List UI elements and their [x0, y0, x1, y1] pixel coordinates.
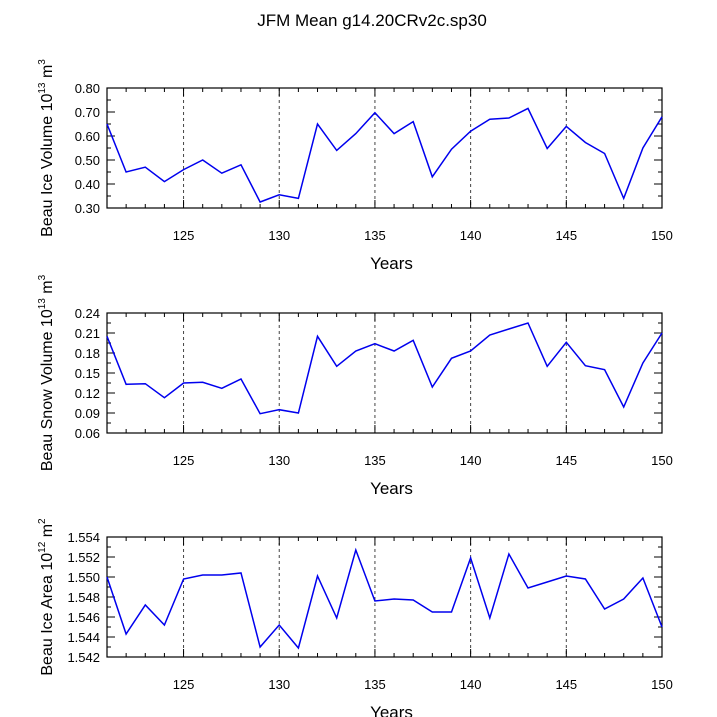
series-line-ice-area: [106, 547, 663, 650]
y-tick-label-0.09: 0.09: [75, 406, 100, 421]
x-tick-label-130: 130: [268, 453, 290, 468]
y-tick-label-0.12: 0.12: [75, 386, 100, 401]
x-tick-label-125: 125: [173, 677, 195, 692]
x-tick-label-140: 140: [460, 228, 482, 243]
y-tick-label-1.542: 1.542: [67, 650, 100, 665]
y-tick-label-1.554: 1.554: [67, 530, 100, 545]
x-tick-label-150: 150: [651, 228, 673, 243]
x-tick-label-140: 140: [460, 453, 482, 468]
y-tick-label-1.544: 1.544: [67, 630, 100, 645]
x-tick-label-130: 130: [268, 677, 290, 692]
x-tick-label-150: 150: [651, 453, 673, 468]
plot-frame: [106, 312, 663, 434]
y-tick-label-0.30: 0.30: [75, 201, 100, 216]
x-tick-label-135: 135: [364, 677, 386, 692]
y-axis-label: Beau Ice Area 1012 m2: [37, 518, 56, 676]
y-tick-label-0.50: 0.50: [75, 153, 100, 168]
figure-title: JFM Mean g14.20CRv2c.sp30: [257, 11, 487, 30]
x-tick-label-130: 130: [268, 228, 290, 243]
y-axis-label: Beau Snow Volume 1013 m3: [37, 274, 56, 471]
x-tick-label-150: 150: [651, 677, 673, 692]
chart-panel-ice-area: 125 130 135 140 145 150 1.542 1.544 1.546 1.548 1.…: [37, 518, 673, 717]
y-tick-label-1.552: 1.552: [67, 550, 100, 565]
y-tick-label-0.18: 0.18: [75, 346, 100, 361]
y-tick-label-0.24: 0.24: [75, 306, 100, 321]
x-tick-label-135: 135: [364, 228, 386, 243]
series-line-snow-volume: [106, 322, 663, 415]
y-tick-label-1.546: 1.546: [67, 610, 100, 625]
y-tick-label-1.550: 1.550: [67, 570, 100, 585]
y-tick-label-1.548: 1.548: [67, 590, 100, 605]
chart-panel-snow-volume: 125 130 135 140 145 150 0.06 0.09 0.12 0.15 0.18 0.…: [37, 274, 673, 498]
x-tick-label-145: 145: [555, 228, 577, 243]
series-line-ice-volume: [106, 107, 663, 203]
x-tick-label-140: 140: [460, 677, 482, 692]
y-tick-label-0.06: 0.06: [75, 426, 100, 441]
y-tick-label-0.40: 0.40: [75, 177, 100, 192]
y-tick-label-0.60: 0.60: [75, 129, 100, 144]
y-axis-label: Beau Ice Volume 1013 m3: [37, 59, 56, 237]
y-tick-label-0.80: 0.80: [75, 81, 100, 96]
x-axis-label: Years: [370, 479, 413, 498]
y-tick-label-0.70: 0.70: [75, 105, 100, 120]
x-tick-label-125: 125: [173, 228, 195, 243]
plot-frame: [106, 536, 663, 658]
chart-panel-ice-volume: 125 130 135 140 145 150 0.30 0.40 0.50 0.60 0.70 0.…: [37, 59, 673, 273]
x-tick-label-125: 125: [173, 453, 195, 468]
x-axis-label: Years: [370, 254, 413, 273]
x-tick-label-145: 145: [555, 453, 577, 468]
x-tick-label-145: 145: [555, 677, 577, 692]
y-tick-label-0.21: 0.21: [75, 326, 100, 341]
y-tick-label-0.15: 0.15: [75, 366, 100, 381]
x-axis-label: Years: [370, 703, 413, 717]
plot-frame: [106, 87, 663, 209]
x-tick-label-135: 135: [364, 453, 386, 468]
panels: 125 130 135 140 145 150 0.30 0.40 0.50 0.60 0.70 0.…: [37, 59, 673, 717]
